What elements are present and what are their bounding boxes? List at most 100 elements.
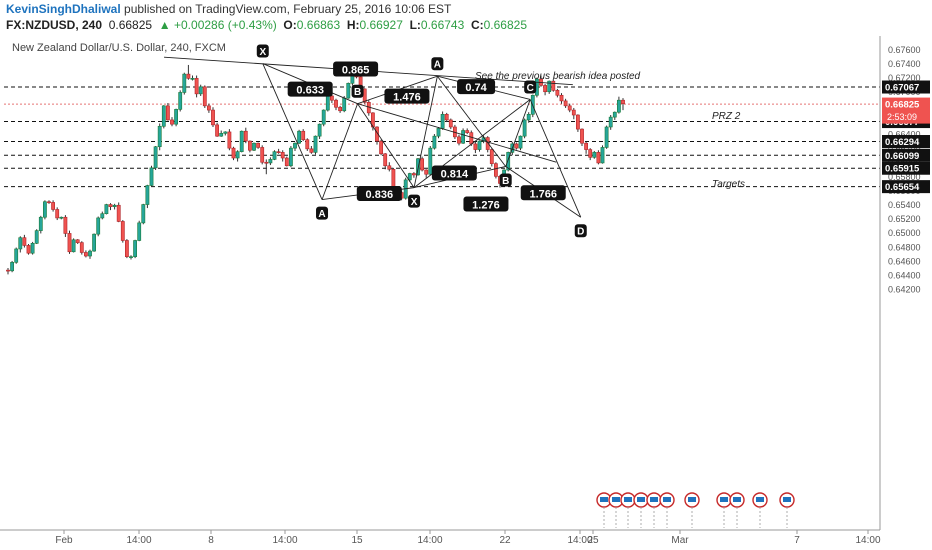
candle — [10, 260, 15, 273]
candle-body — [116, 204, 121, 222]
candle — [6, 267, 10, 275]
candle — [100, 211, 105, 220]
event-flag — [733, 497, 741, 502]
candle-body — [465, 130, 470, 133]
candle-body — [108, 204, 113, 207]
candle — [207, 103, 211, 113]
ratio-text: 0.865 — [342, 65, 370, 77]
candle-body — [211, 109, 215, 126]
ratio-label: 1.276 — [463, 196, 509, 212]
candle-body — [571, 109, 576, 116]
candle-body — [305, 139, 310, 150]
high-value: 0.66927 — [359, 18, 403, 32]
candle — [301, 129, 306, 142]
time-tick: 7 — [794, 535, 800, 546]
event-icons[interactable] — [596, 492, 795, 528]
pattern-leg — [529, 99, 582, 218]
candle-body — [411, 173, 416, 176]
candle-body — [317, 123, 322, 137]
candle-body — [506, 152, 511, 171]
point-label: X — [411, 197, 418, 208]
candle — [621, 98, 625, 111]
candle-body — [55, 209, 60, 219]
candle — [26, 244, 31, 255]
candle-body — [473, 143, 478, 150]
candle-body — [457, 136, 461, 144]
candle-body — [190, 78, 195, 80]
author-link[interactable]: KevinSinghDhaliwal — [6, 2, 121, 16]
published-text: published on TradingView.com, February 2… — [124, 2, 452, 16]
level-tag: 0.65915 — [882, 161, 930, 175]
price-chart[interactable]: 0.8650.6331.4760.740.8360.8141.7661.276 … — [0, 36, 932, 550]
candle-body — [485, 137, 490, 150]
point-label: B — [502, 176, 509, 187]
ratio-labels: 0.865 0.633 1.476 0.74 0.836 0.814 1.766 1.276 — [287, 61, 566, 212]
candle — [14, 247, 19, 264]
point-box — [431, 57, 444, 71]
pattern-leg — [505, 99, 531, 167]
open-value: 0.66863 — [296, 18, 341, 32]
candle-body — [231, 147, 236, 159]
candle — [161, 105, 166, 129]
candle-body — [248, 140, 252, 151]
candle — [596, 150, 601, 165]
candle — [317, 123, 322, 139]
candle — [67, 230, 72, 254]
level-tag: 0.67067 — [882, 80, 930, 94]
candle — [526, 112, 531, 123]
earnings-calendar-icon — [684, 492, 700, 528]
candle — [166, 103, 170, 121]
pattern-point: D — [574, 224, 587, 238]
candle-body — [141, 204, 146, 224]
time-tick: 22 — [499, 535, 511, 546]
candle-body — [575, 114, 580, 130]
candle-body — [67, 233, 72, 253]
candle-body — [522, 119, 527, 137]
candle — [235, 150, 240, 162]
candle — [88, 249, 92, 259]
candle-body — [34, 230, 39, 244]
candle — [563, 98, 568, 108]
candle — [178, 90, 183, 112]
pattern-point: C — [524, 80, 537, 94]
candle — [79, 241, 84, 255]
candle-body — [268, 159, 273, 164]
open-label: O: — [283, 18, 297, 32]
candle — [584, 141, 589, 154]
candle — [112, 203, 117, 210]
point-label: B — [354, 87, 361, 98]
candle-body — [63, 216, 68, 234]
candle-body — [194, 78, 199, 95]
candle — [588, 148, 593, 161]
candle — [329, 94, 334, 104]
candle — [444, 112, 449, 123]
point-label: D — [577, 227, 584, 238]
candle-body — [252, 142, 256, 151]
candle — [321, 109, 326, 127]
price-axis[interactable]: 0.676000.674000.672000.670000.668000.666… — [879, 36, 932, 530]
candle-body — [309, 148, 314, 153]
candle-body — [51, 202, 56, 210]
candle-body — [436, 128, 441, 137]
event-flag — [720, 497, 728, 502]
candle-body — [297, 130, 302, 144]
price-tick: 0.67600 — [888, 45, 921, 55]
event-flag — [650, 497, 658, 502]
candle — [305, 138, 310, 151]
candle — [559, 93, 564, 104]
candle — [448, 118, 453, 130]
candle — [223, 131, 228, 136]
candle — [18, 236, 23, 253]
candle — [272, 150, 277, 161]
point-box — [351, 84, 364, 98]
candle-body — [272, 151, 277, 160]
point-label: A — [434, 60, 441, 71]
candle-body — [383, 153, 388, 167]
earnings-calendar-icon — [646, 492, 662, 528]
candle-body — [276, 151, 281, 153]
ratio-label: 0.74 — [457, 79, 496, 95]
candle-body — [145, 185, 150, 205]
candle — [407, 172, 412, 182]
candle — [276, 148, 281, 154]
